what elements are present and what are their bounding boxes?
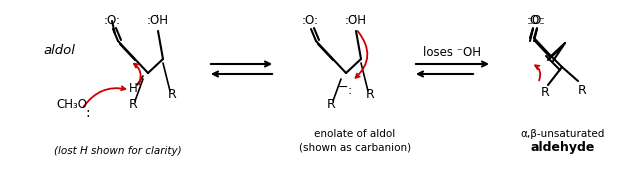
Text: R: R [578, 84, 586, 98]
Bar [498, 9, 640, 109]
Text: :O:: :O: [529, 15, 545, 28]
Text: :: : [348, 83, 352, 96]
Text: R: R [365, 89, 374, 102]
Text: enolate of aldol: enolate of aldol [314, 129, 396, 139]
Text: aldehyde: aldehyde [531, 140, 595, 153]
Text: :ÖH: :ÖH [147, 15, 169, 28]
Text: loses ⁻OH: loses ⁻OH [423, 46, 481, 59]
Text: (lost H shown for clarity): (lost H shown for clarity) [54, 146, 182, 156]
Text: H: H [129, 82, 138, 95]
Text: CH₃O: CH₃O [56, 98, 88, 111]
Text: R: R [326, 99, 335, 112]
Text: :: : [86, 106, 90, 120]
Text: :ÖH: :ÖH [345, 15, 367, 28]
Text: :O:: :O: [527, 15, 543, 28]
Text: (shown as carbanion): (shown as carbanion) [299, 142, 411, 152]
Text: −: − [338, 80, 348, 93]
Text: :O:: :O: [301, 15, 319, 28]
Text: R: R [168, 89, 177, 102]
Text: R: R [541, 86, 549, 99]
Text: :O:: :O: [104, 15, 120, 28]
Text: R: R [129, 99, 138, 112]
Text: aldol: aldol [43, 44, 75, 57]
Text: α,β-unsaturated: α,β-unsaturated [521, 129, 605, 139]
